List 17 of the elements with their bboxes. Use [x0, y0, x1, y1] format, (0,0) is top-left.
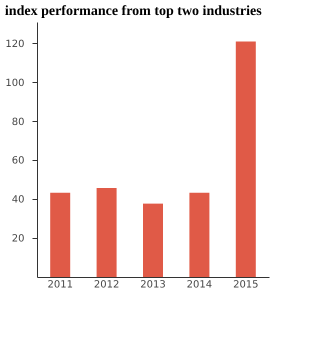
x-tick-label: 2012: [94, 280, 120, 290]
bar: [143, 204, 163, 277]
x-tick-label: 2015: [233, 280, 259, 290]
y-tick-label: 100: [5, 78, 24, 89]
x-tick-label: 2013: [140, 280, 166, 290]
x-tick-label: 2014: [186, 280, 212, 290]
y-tick-label: 20: [12, 234, 24, 245]
bar: [96, 188, 117, 277]
chart-title: index performance from top two industries: [4, 4, 262, 19]
y-tick-label: 120: [5, 38, 24, 50]
y-tick-label: 60: [12, 156, 24, 167]
bar: [236, 41, 256, 277]
bar: [189, 192, 210, 277]
y-tick-label: 80: [12, 116, 24, 128]
bar: [50, 192, 70, 277]
y-tick-label: 40: [12, 194, 24, 206]
x-tick-label: 2011: [47, 280, 73, 290]
